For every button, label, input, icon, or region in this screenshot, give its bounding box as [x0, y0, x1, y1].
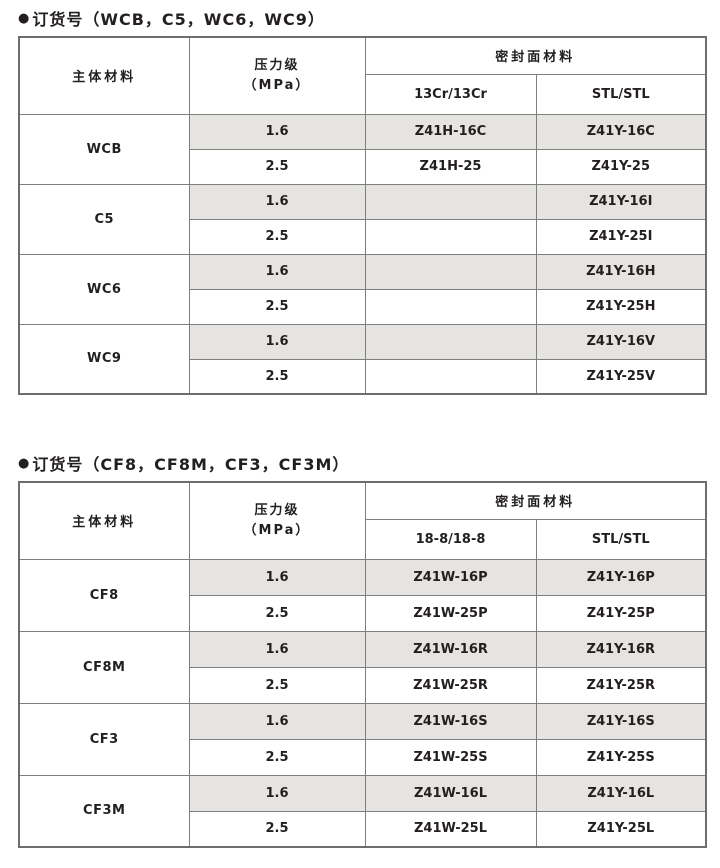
order-code-cell — [364, 323, 537, 360]
order-code-cell: Z41Y-16I — [535, 183, 707, 220]
table-row: 2.5 Z41W-25P Z41Y-25P — [19, 594, 707, 632]
order-code-cell: Z41Y-16P — [535, 558, 707, 596]
order-code-cell — [364, 358, 537, 395]
order-section-cf8: ● 订货号（CF8，CF8M，CF3，CF3M） 主体材料 压力级 （MPa） … — [18, 451, 708, 848]
table-row: CF3 1.6 Z41W-16S Z41Y-16S — [18, 702, 707, 776]
pressure-cell: 2.5 — [188, 810, 366, 848]
header-pressure-line2: （MPa） — [243, 77, 311, 93]
order-table-wcb: 主体材料 压力级 （MPa） 密封面材料 13Cr/13Cr STL/STL W… — [18, 36, 708, 395]
order-code-cell: Z41W-16L — [364, 774, 537, 812]
order-code-cell: Z41Y-25I — [535, 218, 707, 255]
order-code-cell: Z41Y-25 — [535, 148, 707, 185]
table-row: 2.5 Z41W-25R Z41Y-25R — [19, 666, 707, 704]
pressure-cell: 1.6 — [188, 323, 366, 360]
pressure-cell: 1.6 — [188, 113, 366, 150]
table-row: C5 1.6 Z41Y-16I — [18, 183, 707, 255]
order-code-cell — [364, 288, 537, 325]
section-title-text: 订货号（WCB，C5，WC6，WC9） — [32, 10, 325, 29]
order-code-cell: Z41W-16P — [364, 558, 537, 596]
header-pressure-line2: （MPa） — [243, 522, 311, 538]
pressure-cell: 1.6 — [188, 253, 366, 290]
order-code-cell: Z41W-25L — [364, 810, 537, 848]
material-cell: WC6 — [18, 253, 190, 325]
header-seal-sub-188: 18-8/18-8 — [364, 518, 537, 560]
header-pressure-line1: 压力级 — [254, 57, 300, 73]
order-code-cell: Z41W-25R — [364, 666, 537, 704]
material-cell: WC9 — [18, 323, 190, 395]
table-row: CF3M 1.6 Z41W-16L Z41Y-16L — [18, 774, 707, 848]
table-row: 2.5 Z41Y-25V — [19, 358, 707, 395]
pressure-cell: 2.5 — [188, 738, 366, 776]
section-title-text: 订货号（CF8，CF8M，CF3，CF3M） — [32, 455, 350, 474]
pressure-cell: 1.6 — [188, 183, 366, 220]
pressure-cell: 1.6 — [188, 630, 366, 668]
order-code-cell — [364, 253, 537, 290]
header-pressure: 压力级 （MPa） — [188, 36, 366, 115]
order-code-cell: Z41Y-25R — [535, 666, 707, 704]
pressure-cell: 2.5 — [188, 594, 366, 632]
table-row: WC6 1.6 Z41Y-16H — [18, 253, 707, 325]
section-title-1: ● 订货号（WCB，C5，WC6，WC9） — [18, 6, 705, 30]
pressure-cell: 2.5 — [188, 358, 366, 395]
table-row: CF8M 1.6 Z41W-16R Z41Y-16R — [18, 630, 707, 704]
material-cell: CF3 — [18, 702, 190, 776]
header-material: 主体材料 — [18, 36, 190, 115]
order-code-cell — [364, 218, 537, 255]
order-code-cell: Z41W-16R — [364, 630, 537, 668]
header-material: 主体材料 — [18, 481, 190, 560]
order-code-cell: Z41Y-16R — [535, 630, 707, 668]
order-code-cell: Z41Y-25S — [535, 738, 707, 776]
pressure-cell: 2.5 — [188, 666, 366, 704]
order-code-cell: Z41Y-25P — [535, 594, 707, 632]
order-code-cell: Z41W-25S — [364, 738, 537, 776]
pressure-cell: 2.5 — [188, 148, 366, 185]
order-code-cell — [364, 183, 537, 220]
order-code-cell: Z41Y-25V — [535, 358, 707, 395]
pressure-cell: 1.6 — [188, 558, 366, 596]
pressure-cell: 1.6 — [188, 702, 366, 740]
table-row: 2.5 Z41Y-25I — [19, 218, 707, 255]
header-seal-face: 密封面材料 — [364, 36, 707, 75]
order-code-cell: Z41Y-16L — [535, 774, 707, 812]
material-cell: WCB — [18, 113, 190, 185]
header-seal-sub-13cr: 13Cr/13Cr — [364, 73, 537, 115]
order-code-cell: Z41W-25P — [364, 594, 537, 632]
material-cell: CF3M — [18, 774, 190, 848]
table-row: WC9 1.6 Z41Y-16V — [18, 323, 707, 395]
order-code-cell: Z41H-25 — [364, 148, 537, 185]
bullet-icon: ● — [18, 10, 31, 26]
order-code-cell: Z41Y-16S — [535, 702, 707, 740]
order-code-cell: Z41Y-25L — [535, 810, 707, 848]
table-row: CF8 1.6 Z41W-16P Z41Y-16P — [18, 558, 707, 632]
order-code-cell: Z41Y-25H — [535, 288, 707, 325]
header-seal-sub-stl: STL/STL — [535, 518, 707, 560]
header-pressure: 压力级 （MPa） — [188, 481, 366, 560]
table-row: 2.5 Z41W-25S Z41Y-25S — [19, 738, 707, 776]
order-code-cell: Z41W-16S — [364, 702, 537, 740]
table-row: WCB 1.6 Z41H-16C Z41Y-16C — [18, 113, 707, 185]
header-seal-sub-stl: STL/STL — [535, 73, 707, 115]
section-title-2: ● 订货号（CF8，CF8M，CF3，CF3M） — [18, 451, 705, 475]
table-row: 2.5 Z41H-25 Z41Y-25 — [19, 148, 707, 185]
order-code-cell: Z41H-16C — [364, 113, 537, 150]
order-code-cell: Z41Y-16H — [535, 253, 707, 290]
material-cell: CF8 — [18, 558, 190, 632]
header-pressure-line1: 压力级 — [254, 502, 300, 518]
order-table-cf8: 主体材料 压力级 （MPa） 密封面材料 18-8/18-8 STL/STL C… — [18, 481, 708, 848]
pressure-cell: 1.6 — [188, 774, 366, 812]
table-row: 2.5 Z41W-25L Z41Y-25L — [19, 810, 707, 848]
pressure-cell: 2.5 — [188, 288, 366, 325]
order-section-wcb: ● 订货号（WCB，C5，WC6，WC9） 主体材料 压力级 （MPa） 密封面… — [18, 6, 708, 395]
material-cell: C5 — [18, 183, 190, 255]
pressure-cell: 2.5 — [188, 218, 366, 255]
bullet-icon: ● — [18, 455, 31, 471]
header-seal-face: 密封面材料 — [364, 481, 707, 520]
table-row: 2.5 Z41Y-25H — [19, 288, 707, 325]
order-code-cell: Z41Y-16V — [535, 323, 707, 360]
material-cell: CF8M — [18, 630, 190, 704]
order-code-cell: Z41Y-16C — [535, 113, 707, 150]
